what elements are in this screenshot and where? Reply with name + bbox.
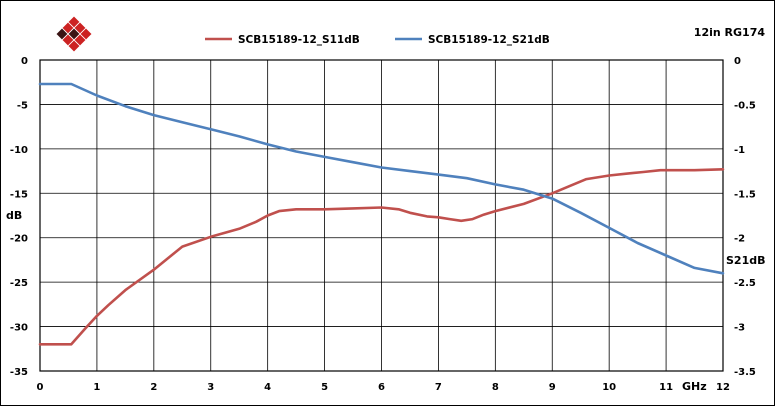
company-logo — [55, 15, 93, 53]
series-line-s21 — [38, 82, 725, 275]
y-left-tick-labels: 0 -5 -10 -15 -20 -25 -30 -35 — [10, 56, 28, 378]
x-tick-label: 2 — [150, 382, 157, 393]
x-tick-label: 3 — [207, 382, 214, 393]
series-line-s11 — [38, 168, 725, 346]
x-tick-label: 8 — [492, 382, 499, 393]
y-right-tick-label: -1.5 — [734, 189, 756, 200]
y-right-tick-labels: 0 -0.5 -1 -1.5 -2 -2.5 -3 -3.5 — [734, 56, 756, 378]
x-tick-label: 11 — [659, 382, 673, 393]
y-right-tick-label: -2 — [734, 234, 745, 245]
y-right-tick-label: -0.5 — [734, 100, 756, 111]
y-left-tick-label: 0 — [21, 56, 28, 67]
y-left-tick-label: -20 — [10, 234, 28, 245]
x-tick-label: 10 — [602, 382, 616, 393]
y-left-axis-label: dB — [6, 209, 22, 222]
y-left-tick-label: -30 — [10, 323, 28, 334]
x-tick-label: 4 — [264, 382, 271, 393]
legend-label-s21: SCB15189-12_S21dB — [428, 34, 550, 46]
legend: SCB15189-12_S11dB SCB15189-12_S21dB — [205, 34, 550, 46]
y-left-tick-label: -5 — [17, 100, 28, 111]
series-lines — [38, 82, 725, 346]
x-tick-label: 5 — [321, 382, 328, 393]
x-tick-label: 1 — [93, 382, 100, 393]
x-tick-label: 7 — [435, 382, 442, 393]
gridlines — [39, 59, 724, 372]
y-right-tick-label: -1 — [734, 145, 745, 156]
x-tick-label: 6 — [378, 382, 385, 393]
x-tick-label: 0 — [37, 382, 44, 393]
legend-label-s11: SCB15189-12_S11dB — [238, 34, 360, 46]
logo-diamond — [67, 39, 81, 53]
y-left-tick-label: -25 — [10, 278, 28, 289]
y-left-tick-label: -35 — [10, 367, 28, 378]
y-right-tick-label: -3 — [734, 323, 745, 334]
y-right-tick-label: -3.5 — [734, 367, 756, 378]
x-axis-label: GHz — [682, 380, 707, 393]
x-tick-labels: 0 1 2 3 4 5 6 7 8 9 10 11 12 — [37, 382, 730, 393]
x-tick-label: 9 — [549, 382, 556, 393]
plot-area-border — [39, 59, 724, 372]
y-right-tick-label: 0 — [734, 56, 741, 67]
y-left-tick-label: -15 — [10, 189, 28, 200]
y-left-tick-label: -10 — [10, 145, 28, 156]
y-right-axis-label: S21dB — [726, 254, 766, 267]
x-tick-label: 12 — [716, 382, 730, 393]
chart-corner-label: 12in RG174 — [694, 26, 766, 39]
y-right-tick-label: -2.5 — [734, 278, 756, 289]
